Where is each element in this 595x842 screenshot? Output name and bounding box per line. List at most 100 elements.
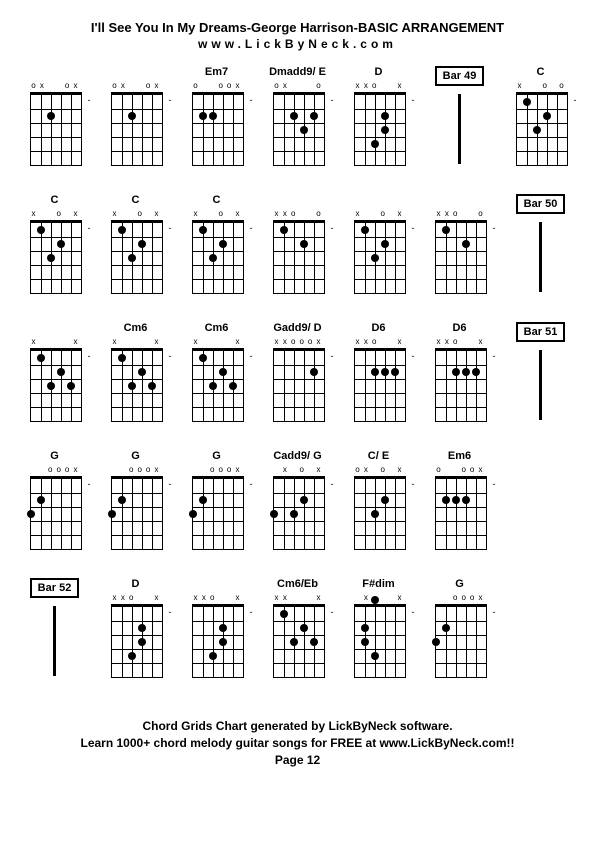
nut-marker: o (144, 466, 152, 476)
chord-label: Cm6/Eb (277, 578, 318, 592)
nut-marker: o (460, 466, 468, 476)
nut-marker: x (281, 82, 289, 92)
nut-marker: x (314, 594, 322, 604)
nut-marker: x (233, 466, 241, 476)
finger-dot (138, 368, 146, 376)
dash-note: - (493, 479, 496, 489)
chord-label: Em6 (448, 450, 471, 464)
bar-marker-cell: Bar 52 (20, 578, 89, 698)
fretboard: - (111, 476, 163, 550)
nut-marker (306, 82, 314, 92)
dash-note: - (331, 223, 334, 233)
fretboard: - (435, 220, 487, 294)
finger-dot (27, 510, 35, 518)
bar-marker-cell: Bar 50 (506, 194, 575, 314)
fretboard: - (354, 476, 406, 550)
dash-note: - (412, 607, 415, 617)
dash-note: - (331, 351, 334, 361)
nut-marker (46, 210, 54, 220)
nut-marker: x (119, 82, 127, 92)
chord-diagram: xxox- (435, 338, 485, 428)
nut-marker: o (217, 210, 225, 220)
nut-markers: ooox (192, 82, 242, 92)
nut-markers: xxoo (435, 210, 485, 220)
finger-dot (209, 652, 217, 660)
nut-marker (370, 466, 378, 476)
nut-marker (144, 594, 152, 604)
nut-marker: x (71, 466, 79, 476)
nut-markers: ooox (435, 466, 485, 476)
finger-dot (361, 638, 369, 646)
nut-marker (38, 338, 46, 348)
finger-dot (219, 624, 227, 632)
footer-line-3: Page 12 (20, 752, 575, 769)
finger-dot (381, 496, 389, 504)
nut-marker (225, 594, 233, 604)
nut-marker: x (443, 338, 451, 348)
nut-marker: x (152, 338, 160, 348)
nut-marker: x (395, 210, 403, 220)
nut-marker: o (63, 82, 71, 92)
nut-markers: oxox (30, 82, 80, 92)
chord-label: F#dim (362, 578, 394, 592)
finger-dot (199, 354, 207, 362)
nut-markers: xxox (354, 82, 404, 92)
nut-marker: o (298, 338, 306, 348)
nut-marker: o (30, 82, 38, 92)
nut-marker: x (152, 466, 160, 476)
dash-note: - (250, 607, 253, 617)
nut-marker: x (111, 210, 119, 220)
fretboard: - (30, 476, 82, 550)
finger-dot (148, 382, 156, 390)
dash-note: - (493, 351, 496, 361)
nut-marker: x (281, 338, 289, 348)
nut-marker (127, 82, 135, 92)
chord-label: G (455, 578, 464, 592)
finger-dot (310, 368, 318, 376)
nut-marker (217, 338, 225, 348)
finger-dot (300, 240, 308, 248)
dash-note: - (331, 607, 334, 617)
finger-dot (138, 624, 146, 632)
bar-line (539, 350, 542, 420)
chord-cell: Dxxox- (344, 66, 413, 186)
chord-cell: oxox- (20, 66, 89, 186)
finger-dot (391, 368, 399, 376)
dash-note: - (493, 223, 496, 233)
nut-marker: x (200, 594, 208, 604)
nut-marker (298, 594, 306, 604)
nut-marker (217, 594, 225, 604)
chord-cell: xxox- (182, 578, 251, 698)
nut-marker: x (281, 210, 289, 220)
nut-marker: x (71, 338, 79, 348)
nut-marker: x (192, 210, 200, 220)
nut-marker: o (298, 466, 306, 476)
nut-marker: x (516, 82, 524, 92)
chord-diagram: ooox- (111, 466, 161, 556)
dash-note: - (169, 479, 172, 489)
chord-diagram: ooox- (30, 466, 80, 556)
finger-dot (199, 112, 207, 120)
nut-marker: o (136, 210, 144, 220)
chord-diagram: xox- (30, 210, 80, 300)
nut-marker (298, 210, 306, 220)
bar-label: Bar 50 (516, 194, 566, 214)
nut-markers: xox (30, 210, 80, 220)
nut-marker (460, 338, 468, 348)
finger-dot (37, 226, 45, 234)
nut-marker (306, 594, 314, 604)
fretboard: - (516, 92, 568, 166)
nut-marker: o (136, 466, 144, 476)
nut-markers: xxox (354, 338, 404, 348)
fretboard: - (30, 348, 82, 422)
nut-marker: x (233, 210, 241, 220)
nut-marker: x (314, 466, 322, 476)
chord-label: D6 (452, 322, 466, 336)
chord-diagram: oxox- (30, 82, 80, 172)
nut-marker: x (435, 210, 443, 220)
dash-note: - (88, 223, 91, 233)
dash-note: - (88, 95, 91, 105)
chord-cell: xox- (344, 194, 413, 314)
nut-marker: x (476, 466, 484, 476)
chord-diagram: xxoo- (273, 210, 323, 300)
